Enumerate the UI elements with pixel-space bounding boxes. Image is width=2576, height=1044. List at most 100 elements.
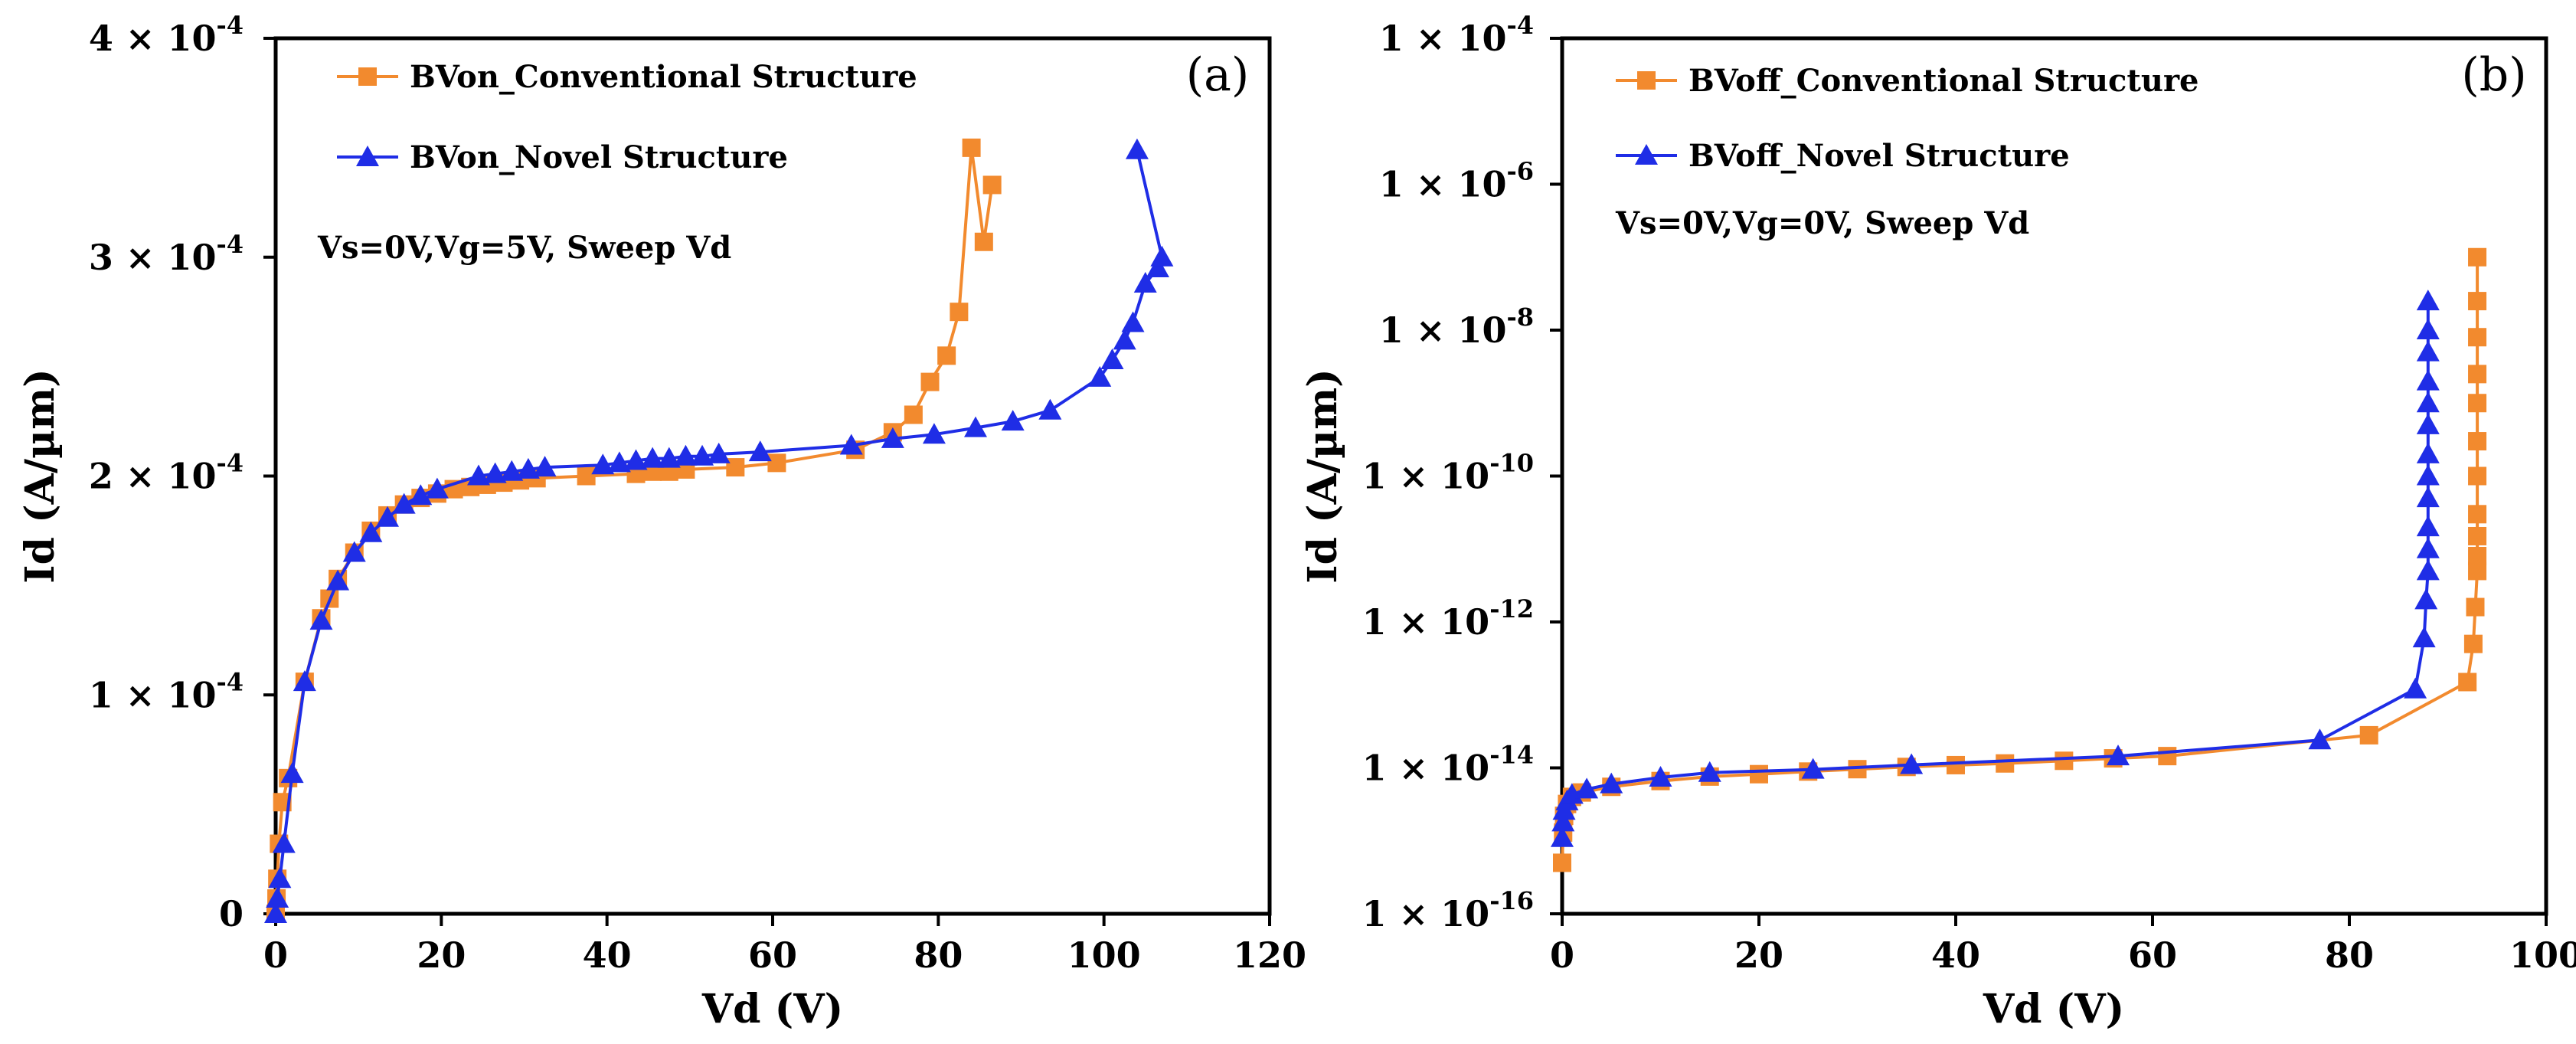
data-point	[309, 609, 333, 630]
data-point	[266, 886, 289, 908]
data-point	[624, 449, 648, 470]
x-tick-label: 40	[583, 934, 632, 976]
legend-entry: BVoff_Conventional Structure	[1616, 63, 2198, 99]
x-tick-label: 0	[263, 934, 288, 976]
condition-annotation: Vs=0V,Vg=0V, Sweep Vd	[1615, 205, 2029, 241]
y-tick-label: 1 × 10-12	[1362, 594, 1534, 643]
data-point	[1553, 853, 1571, 872]
x-axis-label: Vd (V)	[1983, 986, 2124, 1033]
y-tick-label: 1 × 10-4	[89, 667, 244, 715]
data-point	[2308, 728, 2332, 750]
x-tick-label: 20	[417, 934, 466, 976]
x-tick-label: 100	[2509, 934, 2576, 976]
y-tick-exponent: -6	[1506, 157, 1534, 186]
x-tick-label: 40	[1931, 934, 1980, 976]
data-point	[2468, 365, 2487, 384]
x-tick-label: 0	[1550, 934, 1574, 976]
data-point	[1560, 783, 1584, 804]
data-point	[467, 464, 491, 486]
data-point	[964, 416, 988, 437]
y-tick-label: 0	[219, 893, 244, 934]
data-point	[2416, 464, 2440, 486]
x-tick-label: 120	[1233, 934, 1306, 976]
data-point	[950, 303, 969, 322]
data-point	[748, 440, 772, 462]
y-tick-base: 1 × 10	[1379, 309, 1507, 351]
data-point	[2468, 546, 2487, 565]
data-point	[500, 460, 524, 481]
data-point	[1121, 311, 1145, 332]
data-point	[937, 346, 956, 365]
data-point	[2416, 515, 2440, 537]
y-tick-base: 1 × 10	[1379, 18, 1507, 59]
data-point	[1698, 761, 1721, 782]
data-point	[359, 521, 383, 542]
data-point	[2416, 413, 2440, 434]
data-point	[1947, 755, 1965, 774]
x-tick-label: 20	[1734, 934, 1783, 976]
legend-entry: BVon_Novel Structure	[337, 139, 788, 175]
data-point	[641, 447, 665, 468]
data-point	[607, 451, 631, 473]
series-conventional	[1553, 247, 2487, 872]
x-axis-label: Vd (V)	[701, 986, 843, 1033]
data-point	[1001, 410, 1025, 431]
data-point	[516, 457, 540, 479]
data-point	[974, 232, 993, 251]
data-point	[1146, 257, 1169, 278]
y-tick-label: 1 × 10-10	[1362, 449, 1534, 497]
series-novel	[1551, 290, 2440, 847]
y-tick-exponent: -14	[1489, 741, 1534, 770]
data-point	[1801, 758, 1825, 779]
data-point	[962, 138, 981, 157]
data-point	[1125, 138, 1149, 159]
data-point	[2359, 725, 2378, 745]
data-point	[767, 453, 786, 473]
data-point	[2458, 673, 2477, 692]
data-point	[2055, 751, 2074, 771]
data-point	[272, 832, 296, 853]
data-point	[2416, 486, 2440, 508]
y-tick-base: 1 × 10	[89, 674, 217, 715]
y-tick-base: 1 × 10	[1379, 164, 1507, 205]
x-tick-label: 60	[2128, 934, 2177, 976]
data-point	[922, 423, 946, 444]
data-point	[1113, 329, 1136, 350]
legend-marker	[1637, 71, 1656, 90]
data-point	[2468, 394, 2487, 413]
data-point	[2416, 340, 2440, 362]
y-tick-base: 1 × 10	[1362, 748, 1490, 789]
data-point	[920, 372, 940, 391]
y-tick-base: 1 × 10	[1362, 456, 1490, 497]
data-point	[2416, 537, 2440, 558]
data-point	[2158, 747, 2177, 766]
legend-label: BVon_Conventional Structure	[410, 59, 917, 95]
data-point	[2416, 559, 2440, 581]
data-point	[392, 493, 416, 514]
data-point	[2416, 391, 2440, 413]
data-point	[577, 466, 596, 486]
y-axis-label: Id (A/µm)	[17, 368, 64, 583]
data-point	[483, 462, 507, 483]
data-point	[2107, 745, 2130, 766]
data-point	[533, 456, 557, 477]
legend-entry: BVon_Conventional Structure	[337, 59, 917, 95]
data-point	[2468, 247, 2487, 267]
data-point	[2414, 588, 2438, 610]
y-tick-label: 3 × 10-4	[89, 230, 244, 278]
data-point	[691, 444, 714, 466]
data-point	[1088, 365, 1112, 387]
data-point	[2468, 328, 2487, 347]
data-point	[674, 444, 698, 466]
data-point	[1133, 272, 1157, 293]
data-point	[1551, 810, 1575, 832]
data-point	[1551, 826, 1574, 847]
legend-marker	[1635, 144, 1658, 165]
y-tick-label: 1 × 10-16	[1362, 886, 1534, 934]
data-point	[1038, 398, 1062, 420]
data-point	[707, 442, 731, 463]
y-tick-exponent: -16	[1489, 886, 1534, 915]
y-tick-exponent: -4	[216, 667, 244, 696]
data-point	[1100, 349, 1124, 370]
